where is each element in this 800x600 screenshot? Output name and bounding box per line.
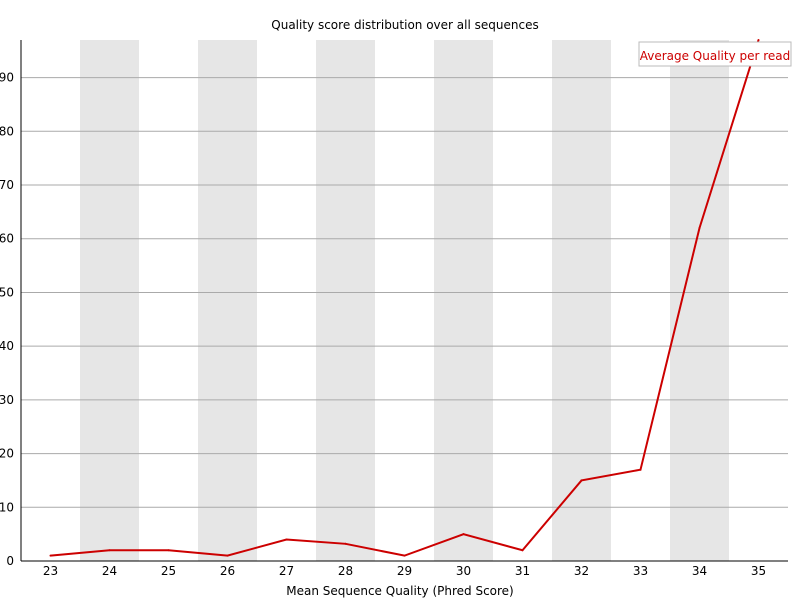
x-tick-27: 27 (279, 564, 294, 578)
y-tick-60: 60 (0, 232, 14, 246)
data-point-25 (167, 549, 170, 552)
legend-box (638, 41, 792, 67)
data-point-24 (108, 549, 111, 552)
band-28 (316, 40, 375, 561)
y-tick-80: 80 (0, 124, 14, 138)
band-26 (198, 40, 257, 561)
y-tick-90: 90 (0, 71, 14, 85)
data-point-31 (521, 549, 524, 552)
x-tick-32: 32 (574, 564, 589, 578)
data-point-28 (344, 542, 347, 545)
data-point-33 (639, 468, 642, 471)
x-tick-28: 28 (338, 564, 353, 578)
band-32 (552, 40, 611, 561)
series-group (49, 39, 760, 557)
data-point-29 (403, 554, 406, 557)
series-line-0 (50, 39, 760, 557)
x-tick-23: 23 (43, 564, 58, 578)
x-tick-30: 30 (456, 564, 471, 578)
y-tick-0: 0 (6, 554, 14, 568)
data-point-32 (580, 479, 583, 482)
data-point-27 (285, 538, 288, 541)
data-point-35 (757, 39, 760, 41)
y-tick-20: 20 (0, 447, 14, 461)
x-tick-34: 34 (692, 564, 707, 578)
legend: Average Quality per read (638, 41, 792, 67)
y-tick-70: 70 (0, 178, 14, 192)
x-tick-35: 35 (751, 564, 766, 578)
legend-entry: Average Quality per read (640, 49, 791, 63)
band-34 (670, 40, 729, 561)
x-tick-31: 31 (515, 564, 530, 578)
chart-title: Quality score distribution over all sequ… (271, 18, 538, 32)
band-24 (80, 40, 139, 561)
data-point-26 (226, 554, 229, 557)
data-point-30 (462, 533, 465, 536)
x-axis-label: Mean Sequence Quality (Phred Score) (286, 584, 514, 598)
data-point-23 (49, 554, 52, 557)
data-point-34 (698, 226, 701, 229)
y-tick-30: 30 (0, 393, 14, 407)
x-tick-24: 24 (102, 564, 117, 578)
x-tick-29: 29 (397, 564, 412, 578)
x-tick-33: 33 (633, 564, 648, 578)
y-tick-10: 10 (0, 500, 14, 514)
band-30 (434, 40, 493, 561)
y-tick-40: 40 (0, 339, 14, 353)
gridlines (21, 77, 788, 508)
x-tick-26: 26 (220, 564, 235, 578)
x-tick-25: 25 (161, 564, 176, 578)
axes (20, 40, 788, 562)
y-tick-50: 50 (0, 285, 14, 299)
y-tick-labels: 0 10 20 30 40 50 60 70 80 90 (0, 71, 14, 568)
alternating-bands (80, 40, 729, 561)
x-tick-labels: 23 24 25 26 27 28 29 30 31 32 33 34 35 (43, 564, 766, 578)
